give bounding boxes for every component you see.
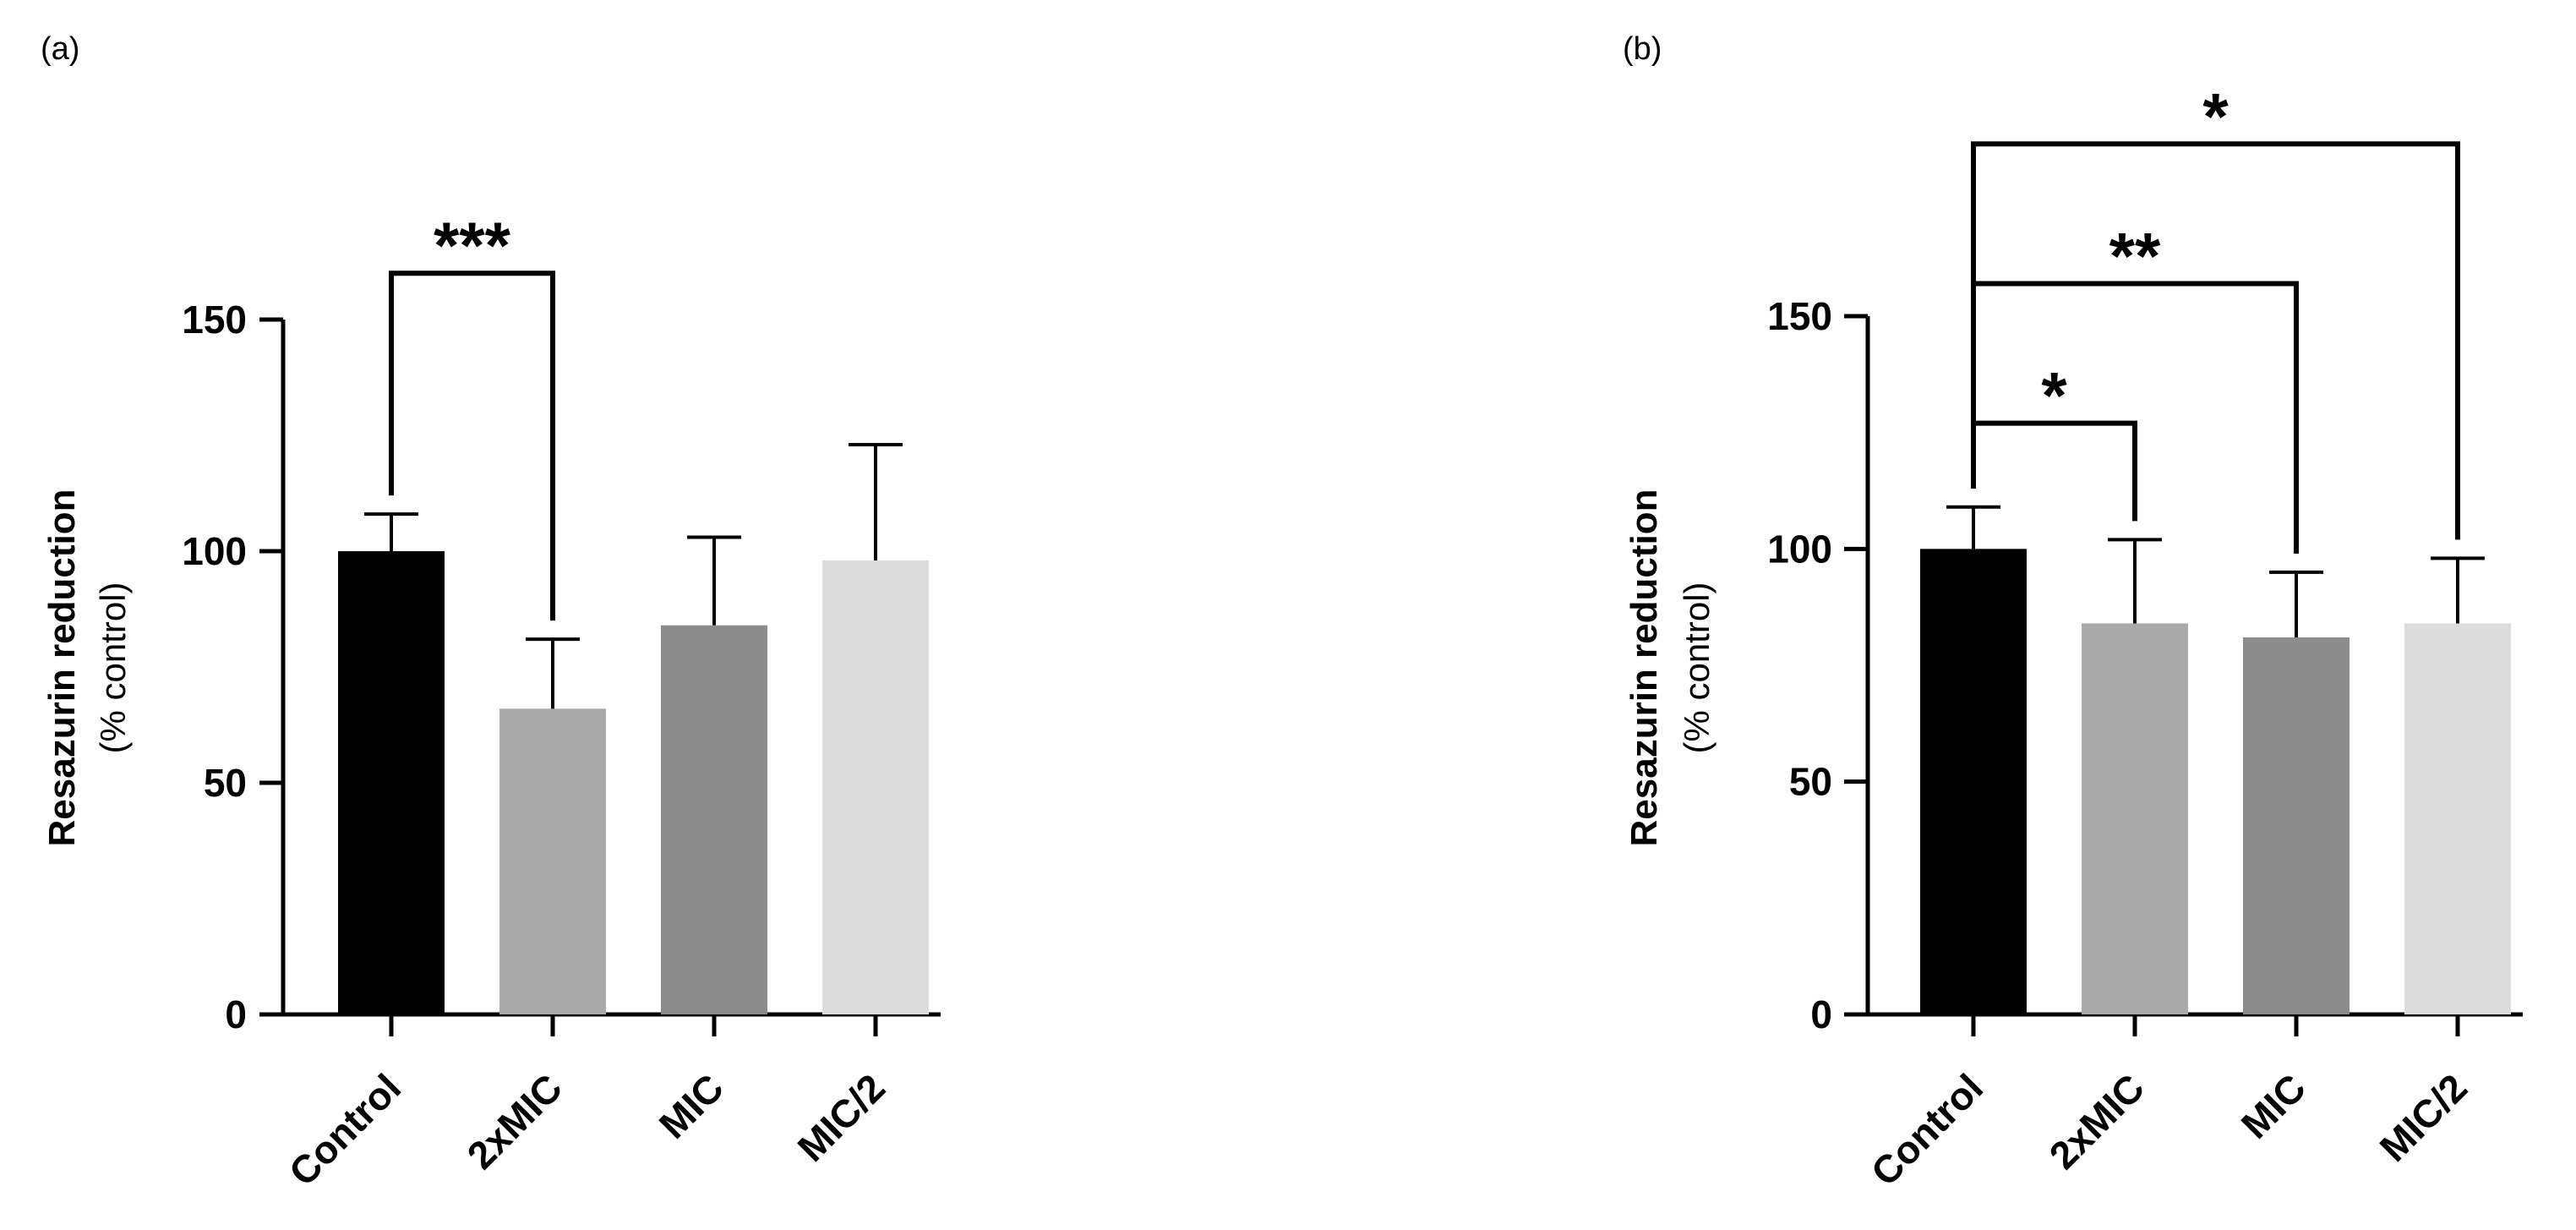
- significance-label: **: [2109, 218, 2161, 292]
- bar-mic: [661, 625, 767, 1014]
- x-tick-label: 2xMIC: [458, 1065, 570, 1178]
- bar-mic: [2243, 637, 2350, 1014]
- y-tick-label: 150: [182, 298, 247, 342]
- panel-label: (a): [41, 31, 79, 67]
- y-tick-label: 50: [1789, 760, 1832, 804]
- panel-a: (a) 0 50 100 150 Resazurin reduction (% contro…: [41, 31, 941, 1194]
- y-axis-sublabel: (% control): [93, 582, 133, 753]
- significance-bracket: [1971, 141, 2460, 540]
- panel-b: (b) 0 50 100 150 Resazurin reduction (% contro…: [1623, 31, 2523, 1194]
- bar-control: [1920, 549, 2027, 1014]
- bar-control: [338, 551, 445, 1014]
- significance-label: ***: [434, 208, 511, 282]
- y-tick-label: 0: [1810, 992, 1832, 1036]
- x-tick-label: MIC/2: [789, 1065, 894, 1170]
- y-tick-label: 150: [1767, 294, 1832, 338]
- x-tick-label: Control: [1863, 1065, 1991, 1194]
- y-axis-label: Resazurin reduction: [41, 489, 83, 847]
- bar-mic-2: [2404, 623, 2511, 1014]
- bar-mic-2: [822, 560, 929, 1014]
- panel-label: (b): [1623, 31, 1662, 67]
- x-tick-label: Control: [281, 1065, 409, 1194]
- y-tick-label: 100: [182, 529, 247, 573]
- y-tick-label: 0: [225, 992, 247, 1036]
- y-axis-label: Resazurin reduction: [1624, 489, 1665, 847]
- bar-2xmic: [2082, 623, 2188, 1014]
- significance-label: *: [2202, 79, 2229, 153]
- y-tick-label: 50: [204, 761, 247, 805]
- x-tick-label: 2xMIC: [2040, 1065, 2153, 1178]
- y-axis-sublabel: (% control): [1677, 582, 1716, 753]
- x-tick-label: MIC: [2233, 1065, 2314, 1146]
- significance-label: *: [2041, 358, 2067, 433]
- x-tick-label: MIC/2: [2371, 1065, 2476, 1170]
- y-tick-label: 100: [1767, 527, 1832, 571]
- significance-bracket: [389, 271, 555, 621]
- bar-2xmic: [499, 708, 606, 1014]
- x-tick-label: MIC: [651, 1065, 732, 1146]
